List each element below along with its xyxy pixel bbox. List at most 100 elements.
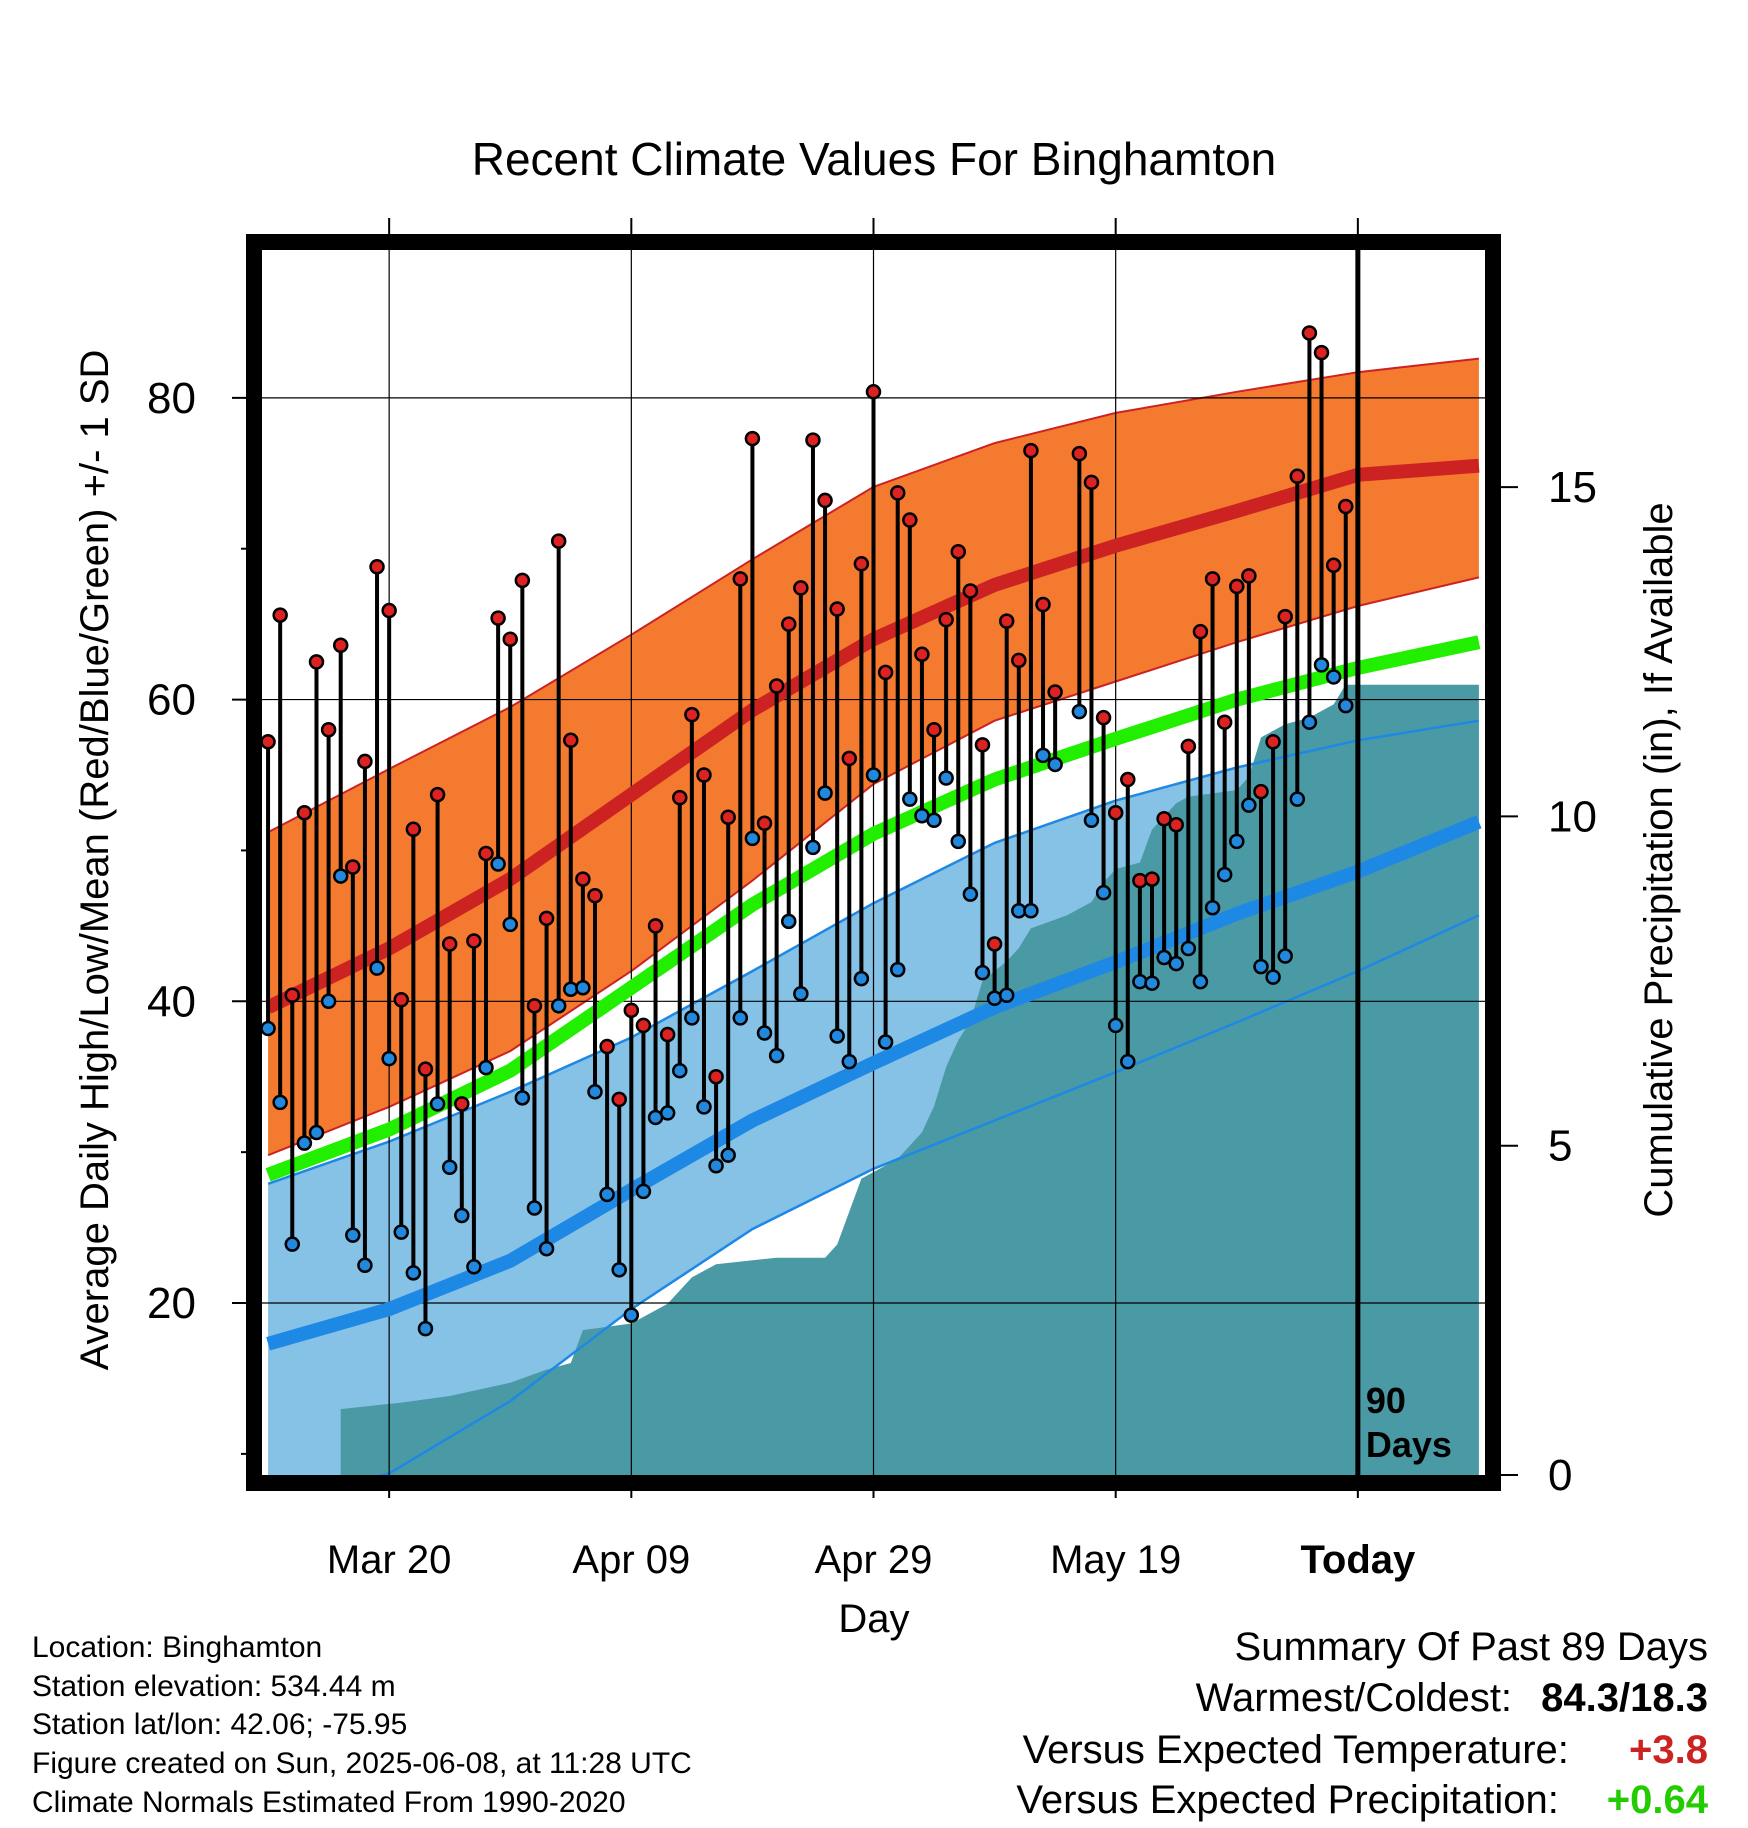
y-axis-label: Average Daily High/Low/Mean (Red/Blue/Gr… <box>73 350 117 1371</box>
daily-high-point <box>1035 596 1051 613</box>
daily-high-point <box>720 809 736 825</box>
daily-low-point <box>950 833 967 850</box>
plot-area: 90 Days <box>262 250 1485 1475</box>
daily-low-point <box>780 913 797 930</box>
daily-high-point <box>1289 468 1306 485</box>
daily-low-point <box>454 1207 470 1224</box>
daily-high-point <box>1095 709 1112 726</box>
daily-high-point <box>332 637 349 654</box>
daily-low-point <box>805 839 821 856</box>
daily-low-point <box>1265 969 1281 985</box>
daily-high-point <box>369 559 385 575</box>
daily-low-point <box>1325 669 1342 685</box>
daily-low-point <box>1144 975 1160 991</box>
x-tick-label: Today <box>1300 1538 1416 1582</box>
daily-high-point <box>405 821 422 838</box>
footer-location: Location: Binghamton <box>32 1631 323 1664</box>
summary-precip-value: +0.64 <box>1606 1778 1708 1822</box>
normal-mean-line <box>265 635 1481 1182</box>
daily-low-point <box>623 1307 640 1323</box>
daily-high-point <box>659 1026 676 1043</box>
daily-high-point <box>1071 445 1088 462</box>
chart-title: Recent Climate Values For Binghamton <box>472 133 1277 185</box>
daily-low-point <box>272 1094 288 1111</box>
daily-high-point <box>1156 811 1172 827</box>
daily-high-point <box>526 998 543 1014</box>
daily-low-point <box>1253 958 1269 975</box>
daily-low-point <box>1107 1017 1124 1034</box>
daily-low-point <box>1083 812 1100 829</box>
axes: Mar 20 Apr 09 Apr 29 May 19 Today 20 40 60 80 0 5 1… <box>147 218 1597 1582</box>
daily-high-point <box>345 859 361 875</box>
daily-high-point <box>490 610 506 626</box>
daily-low-point <box>538 1240 555 1257</box>
daily-high-point <box>320 721 337 738</box>
today-marker-line: 90 <box>1366 1380 1406 1421</box>
footer-latlon: Station lat/lon: 42.06; -75.95 <box>32 1708 408 1741</box>
y2-tick-label: 0 <box>1548 1451 1572 1500</box>
daily-high-point <box>793 580 809 596</box>
daily-high-point <box>1083 474 1100 491</box>
daily-low-point <box>1047 756 1063 773</box>
daily-high-point <box>756 815 773 832</box>
daily-high-point <box>429 786 446 803</box>
daily-high-point <box>877 664 894 681</box>
daily-low-point <box>926 812 942 829</box>
daily-high-point <box>647 918 664 934</box>
daily-high-point <box>466 933 482 949</box>
daily-low-point <box>599 1186 615 1203</box>
summary-precip-label: Versus Expected Precipitation: <box>1016 1778 1559 1822</box>
daily-low-point <box>1229 833 1245 850</box>
daily-low-point <box>466 1259 482 1275</box>
daily-high-point <box>1241 568 1257 584</box>
daily-high-point <box>1277 608 1293 625</box>
daily-low-point <box>526 1200 543 1216</box>
daily-low-point <box>672 1062 688 1079</box>
daily-low-point <box>974 964 991 981</box>
daily-high-point <box>1120 771 1136 788</box>
daily-high-point <box>262 734 276 750</box>
daily-high-point <box>780 616 797 632</box>
daily-low-point <box>611 1262 627 1278</box>
y2-tick-label: 5 <box>1548 1122 1572 1171</box>
footer-created: Figure created on Sun, 2025-06-08, at 11… <box>32 1747 692 1780</box>
daily-low-point <box>405 1265 422 1281</box>
daily-high-point <box>732 571 749 587</box>
daily-low-point <box>696 1099 712 1115</box>
daily-high-point <box>417 1061 434 1077</box>
daily-low-point <box>1120 1053 1136 1070</box>
daily-low-point <box>1156 949 1172 966</box>
daily-low-point <box>708 1157 724 1174</box>
daily-low-point <box>284 1236 301 1252</box>
footer-elevation: Station elevation: 534.44 m <box>32 1670 396 1703</box>
daily-low-point <box>514 1090 531 1106</box>
daily-high-point <box>902 512 918 528</box>
daily-low-point <box>1192 973 1209 990</box>
daily-high-point <box>563 732 579 749</box>
daily-low-point <box>1301 714 1318 730</box>
daily-low-point <box>889 961 906 978</box>
daily-high-point <box>672 789 688 806</box>
daily-high-point <box>1192 623 1209 640</box>
daily-high-point <box>502 631 518 647</box>
daily-high-point <box>1301 325 1318 341</box>
daily-high-point <box>1253 783 1269 800</box>
daily-high-point <box>696 767 712 783</box>
daily-high-point <box>914 646 930 663</box>
daily-low-point <box>1180 940 1197 957</box>
x-axis-label: Day <box>838 1597 909 1641</box>
daily-low-point <box>841 1053 858 1070</box>
daily-high-point <box>829 601 845 617</box>
daily-low-point <box>320 993 337 1010</box>
daily-low-point <box>902 791 918 807</box>
daily-low-point <box>1023 903 1039 919</box>
daily-high-point <box>357 753 373 770</box>
daily-high-point <box>623 1002 640 1019</box>
daily-low-point <box>1035 747 1051 764</box>
daily-high-point <box>1023 442 1039 459</box>
summary-temp: Versus Expected Temperature: +3.8 <box>1023 1730 1708 1770</box>
daily-low-point <box>744 830 761 847</box>
daily-low-point <box>345 1227 361 1243</box>
daily-low-point <box>550 998 567 1014</box>
y2-tick-label: 15 <box>1548 463 1597 512</box>
